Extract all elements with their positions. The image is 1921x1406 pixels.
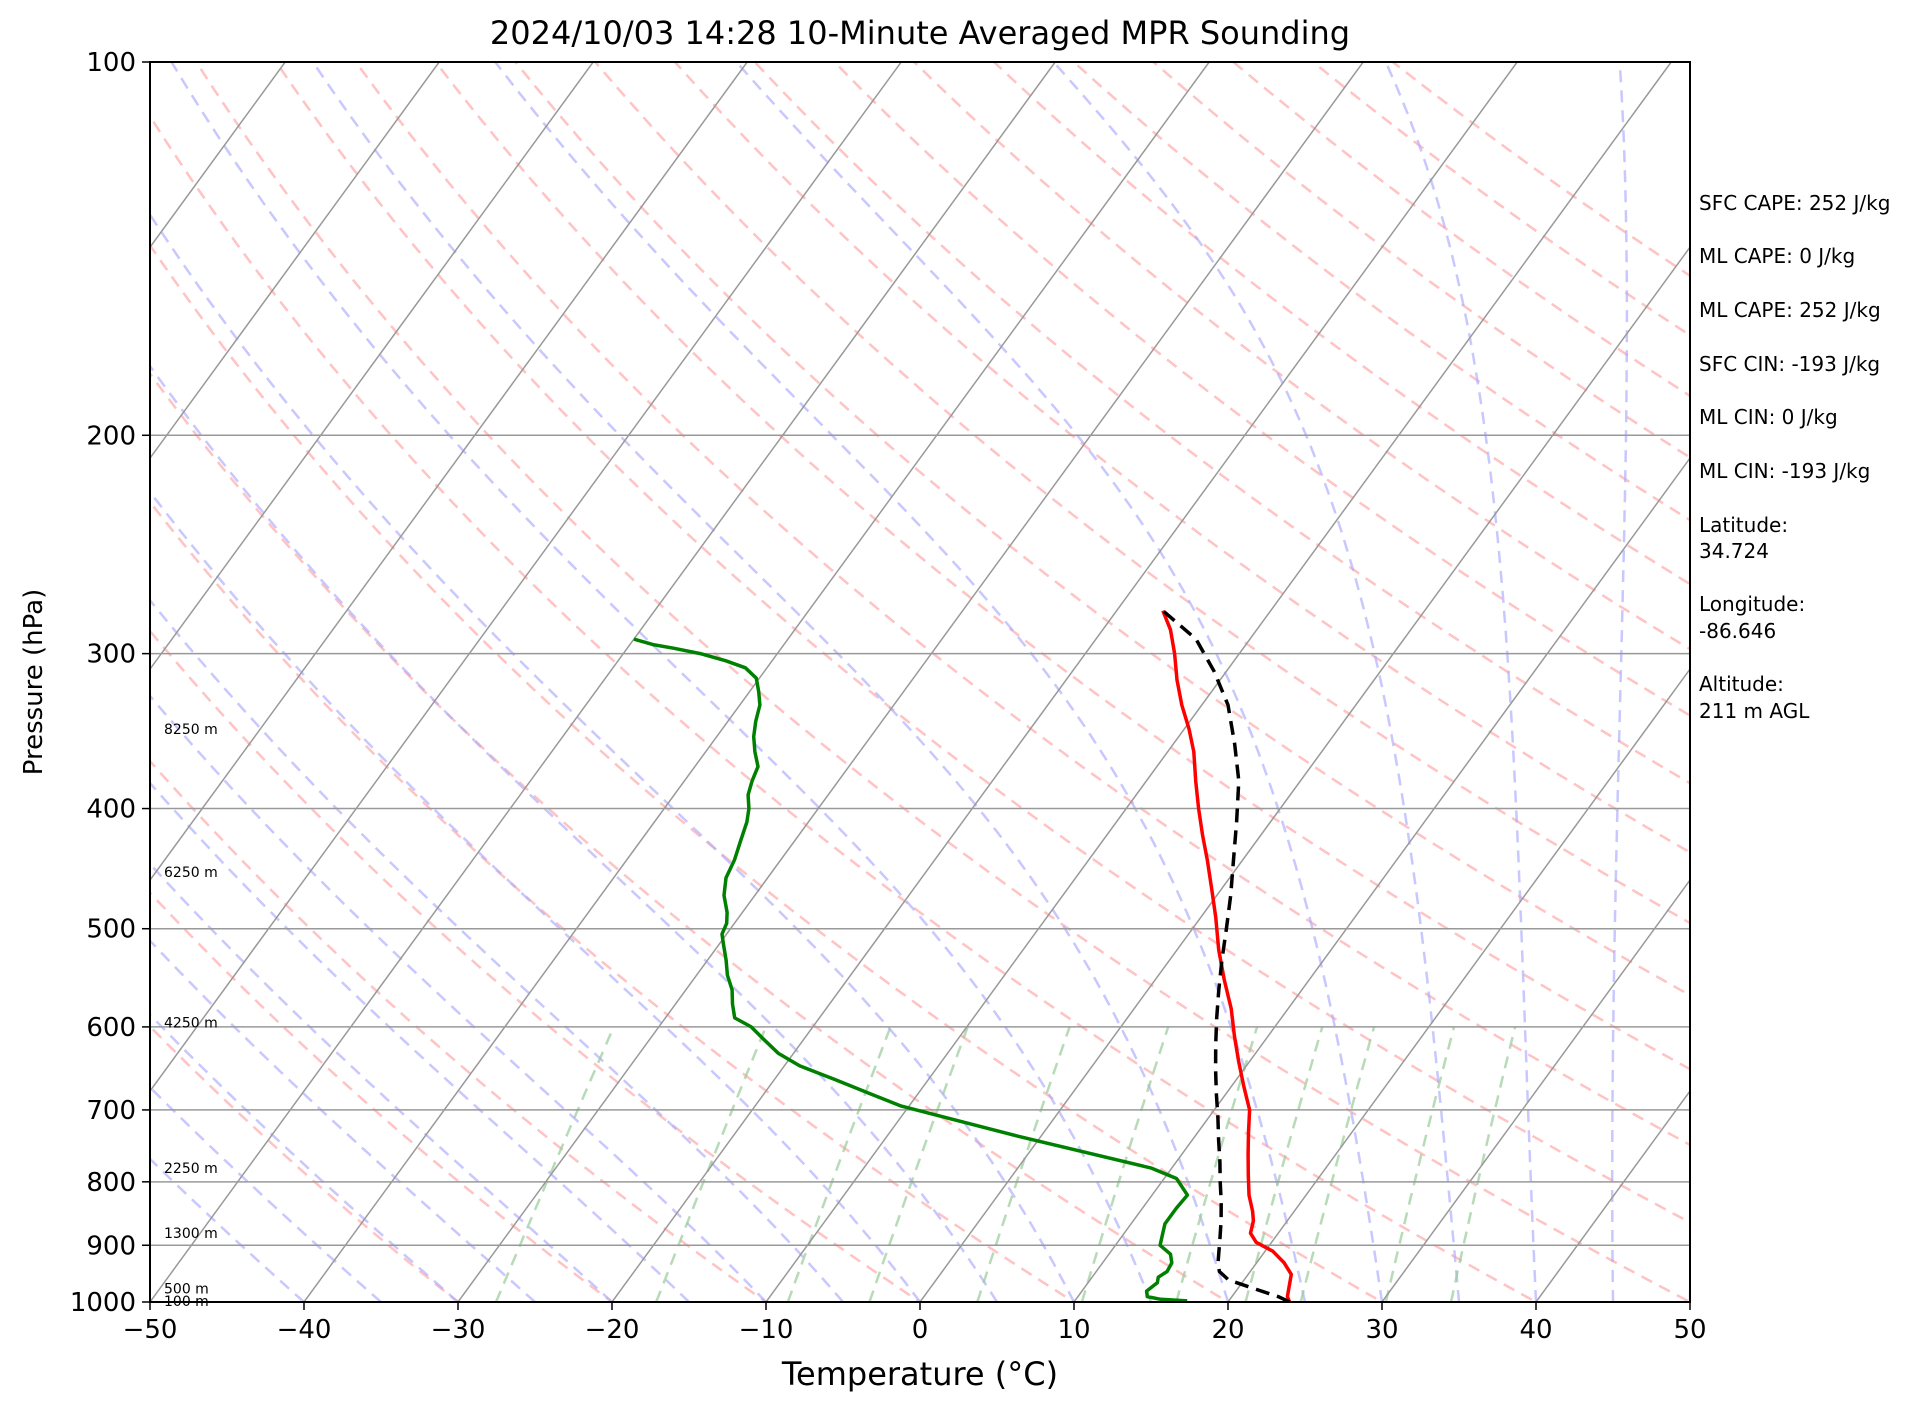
y-tick-label: 900 — [86, 1231, 136, 1261]
x-tick-label: 50 — [1673, 1315, 1706, 1345]
latitude-label: Latitude: — [1699, 513, 1788, 537]
dewpoint-line — [633, 637, 1190, 1302]
temperature-line — [1161, 610, 1294, 1302]
dry-adiabat — [150, 500, 1077, 1302]
isotherm-line — [611, 62, 1518, 1302]
dry-adiabat — [150, 1024, 461, 1302]
moist-adiabat — [150, 781, 690, 1302]
x-tick-label: 10 — [1057, 1315, 1090, 1345]
x-tick-label: −50 — [123, 1315, 178, 1345]
isobar-gridlines — [150, 62, 1690, 1302]
moist-adiabat — [150, 1085, 382, 1302]
y-axis-label: Pressure (hPa) — [19, 589, 49, 776]
isotherm-line — [919, 245, 1690, 1302]
x-axis-label: Temperature (°C) — [781, 1355, 1058, 1393]
latitude-value: 34.724 — [1699, 539, 1769, 563]
x-tick-label: −30 — [431, 1315, 486, 1345]
dry-adiabat — [354, 62, 1690, 1147]
dry-adiabat — [150, 371, 1231, 1302]
y-axis-ticks: 1000 900 800 700 600 500 400 300 200 100 — [70, 48, 150, 1318]
ml-cape-text-2: ML CAPE: 252 J/kg — [1699, 298, 1881, 322]
y-tick-label: 700 — [86, 1096, 136, 1126]
isotherm-line — [1227, 667, 1690, 1302]
x-tick-label: −20 — [585, 1315, 640, 1345]
y-tick-label: 100 — [86, 48, 136, 78]
data-series — [633, 609, 1294, 1302]
moist-adiabat — [150, 694, 767, 1302]
moist-adiabat — [735, 62, 1384, 1302]
isotherm-line — [150, 62, 902, 1093]
x-axis-ticks: −50 −40 −30 −20 −10 0 10 20 30 40 50 — [123, 1302, 1707, 1345]
height-label: 100 m — [164, 1294, 209, 1310]
dry-adiabat — [150, 243, 1385, 1302]
moist-adiabat — [311, 62, 1230, 1302]
dry-adiabat — [150, 890, 615, 1302]
moist-adiabat — [150, 364, 999, 1302]
x-tick-label: 40 — [1519, 1315, 1552, 1345]
sfc-cin-text: SFC CIN: -193 J/kg — [1699, 352, 1880, 376]
parcel-path-line — [1161, 609, 1291, 1302]
isotherm-line — [150, 62, 1056, 1302]
isotherm-line — [150, 62, 594, 671]
y-tick-label: 400 — [86, 795, 136, 825]
dry-adiabat — [150, 113, 1539, 1302]
moist-adiabat — [150, 1157, 305, 1302]
isotherm-line — [150, 62, 440, 460]
moist-adiabat — [494, 62, 1307, 1302]
chart-title: 2024/10/03 14:28 10-Minute Averaged MPR … — [490, 14, 1350, 52]
ml-cin-text: ML CIN: 0 J/kg — [1699, 405, 1838, 429]
moist-adiabat — [150, 862, 613, 1302]
height-label: 2250 m — [164, 1161, 218, 1177]
y-tick-label: 500 — [86, 915, 136, 945]
moist-adiabat — [150, 490, 922, 1302]
altitude-label: Altitude: — [1699, 672, 1784, 696]
moist-adiabat — [1610, 62, 1629, 1302]
moist-adiabat — [1384, 62, 1538, 1302]
height-label: 8250 m — [164, 722, 218, 738]
isotherm-line — [150, 62, 748, 882]
sfc-cape-text: SFC CAPE: 252 J/kg — [1699, 191, 1890, 215]
side-panel: SFC CAPE: 252 J/kg ML CAPE: 0 J/kg ML CA… — [1699, 191, 1890, 723]
x-tick-label: 30 — [1365, 1315, 1398, 1345]
moist-adiabat — [150, 598, 844, 1302]
isotherm-gridlines — [150, 62, 1690, 1302]
x-tick-label: −40 — [277, 1315, 332, 1345]
altitude-value: 211 m AGL — [1699, 699, 1810, 723]
height-label: 4250 m — [164, 1015, 218, 1031]
height-label: 6250 m — [164, 865, 218, 881]
x-tick-label: 20 — [1211, 1315, 1244, 1345]
dry-adiabat — [434, 62, 1690, 1071]
y-tick-label: 600 — [86, 1013, 136, 1043]
ml-cape-text: ML CAPE: 0 J/kg — [1699, 244, 1855, 268]
y-tick-label: 200 — [86, 421, 136, 451]
moist-adiabat — [170, 62, 1153, 1302]
ml-cin-text-2: ML CIN: -193 J/kg — [1699, 459, 1870, 483]
y-tick-label: 300 — [86, 640, 136, 670]
moist-adiabat — [1052, 62, 1461, 1302]
background-lines — [150, 62, 1690, 1302]
height-label: 1300 m — [164, 1226, 218, 1242]
isotherm-line — [457, 62, 1364, 1302]
dry-adiabat — [912, 62, 1690, 651]
dry-adiabat — [753, 62, 1690, 785]
x-tick-label: −10 — [739, 1315, 794, 1345]
dry-adiabat — [194, 62, 1690, 1302]
isotherm-line — [1381, 878, 1690, 1302]
isotherm-line — [1073, 456, 1690, 1302]
x-tick-label: 0 — [912, 1315, 929, 1345]
moist-adiabat — [150, 1013, 459, 1302]
moist-adiabat — [150, 212, 1076, 1302]
isotherm-line — [1535, 1089, 1690, 1302]
moist-adiabat — [150, 938, 536, 1302]
longitude-label: Longitude: — [1699, 592, 1805, 616]
dry-adiabat — [673, 62, 1690, 854]
y-tick-label: 1000 — [70, 1288, 136, 1318]
longitude-value: -86.646 — [1699, 619, 1776, 643]
y-tick-label: 800 — [86, 1168, 136, 1198]
height-label: 500 m — [164, 1281, 209, 1297]
